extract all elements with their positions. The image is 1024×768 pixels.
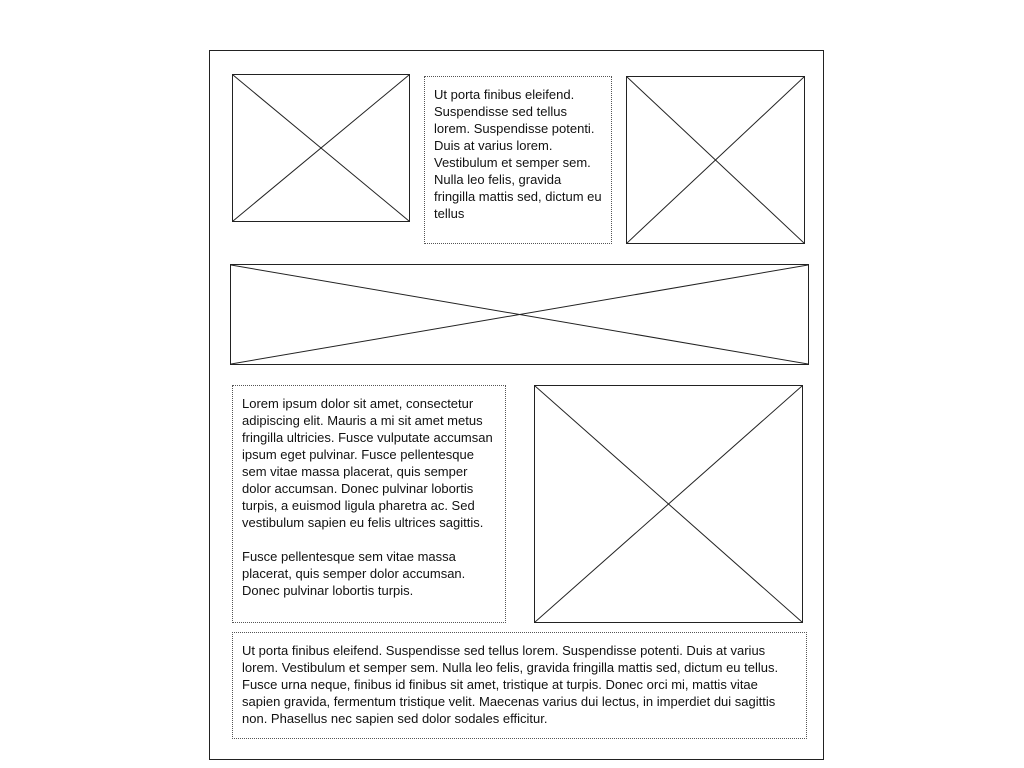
text-block-bottom: Ut porta finibus eleifend. Suspendisse s… xyxy=(232,632,807,739)
text-block-middle: Lorem ipsum dolor sit amet, consectetur … xyxy=(232,385,506,623)
image-placeholder-banner xyxy=(230,264,809,365)
text-block-middle-paragraph-2: Fusce pellentesque sem vitae massa place… xyxy=(242,549,466,598)
placeholder-cross-icon xyxy=(233,75,409,221)
document-page: Ut porta finibus eleifend. Suspendisse s… xyxy=(209,50,824,760)
image-placeholder-top-left xyxy=(232,74,410,222)
text-block-top: Ut porta finibus eleifend. Suspendisse s… xyxy=(424,76,612,244)
text-block-bottom-paragraph: Ut porta finibus eleifend. Suspendisse s… xyxy=(242,643,779,726)
placeholder-cross-icon xyxy=(627,77,804,243)
image-placeholder-middle-right xyxy=(534,385,803,623)
image-placeholder-top-right xyxy=(626,76,805,244)
text-block-middle-paragraph-1: Lorem ipsum dolor sit amet, consectetur … xyxy=(242,396,493,530)
placeholder-cross-icon xyxy=(535,386,802,622)
text-block-top-paragraph: Ut porta finibus eleifend. Suspendisse s… xyxy=(434,87,602,221)
placeholder-cross-icon xyxy=(231,265,808,364)
